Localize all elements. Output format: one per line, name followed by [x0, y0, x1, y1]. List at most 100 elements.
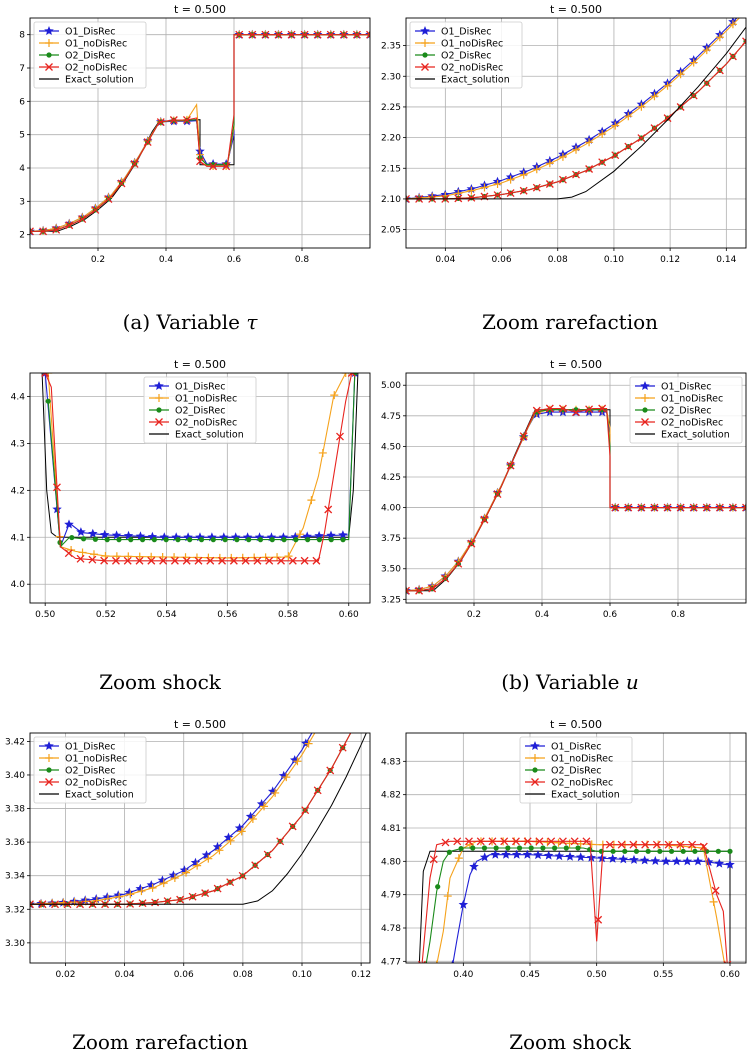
series-o2-nodisrec-marker [535, 837, 544, 846]
series-o1-disrec-marker [314, 530, 324, 540]
series-o1-disrec-marker [100, 529, 110, 539]
series-o1-disrec-marker [458, 899, 469, 909]
series-o2-nodisrec-marker [585, 165, 594, 173]
series-o1-disrec-marker [511, 849, 522, 859]
series-o1-nodisrec-marker [112, 552, 121, 561]
plot-frame [405, 372, 747, 604]
series-o1-disrec-line [452, 854, 730, 963]
y-tick-label: 2 [19, 231, 25, 241]
series-o1-disrec-marker [123, 530, 134, 540]
legend-marker [641, 394, 649, 402]
series-o2-nodisrec-marker [506, 461, 515, 470]
legend-label: O2_noDisRec [65, 778, 127, 789]
y-tick-label: 2.20 [381, 134, 401, 144]
series-o2-nodisrec-marker [248, 30, 257, 39]
series-o2-nodisrec-marker [182, 115, 191, 124]
x-tick-label: 0.14 [716, 255, 736, 265]
series-o2-disrec-marker [210, 537, 216, 543]
legend-marker [422, 52, 428, 58]
series-o2-disrec-marker [528, 845, 534, 851]
series-o1-nodisrec-marker [436, 960, 438, 963]
series-o1-disrec-marker [195, 532, 205, 542]
series-o2-nodisrec-marker [406, 586, 410, 595]
y-tick-label: 2.35 [381, 42, 401, 52]
series-o2-nodisrec-marker [194, 556, 203, 565]
series-o2-nodisrec-marker [594, 915, 603, 924]
x-tick-label: 0.10 [604, 255, 624, 265]
series-o1-nodisrec-marker [480, 183, 489, 192]
series-o2-disrec-marker [493, 845, 499, 851]
x-tick-label: 0.45 [520, 970, 540, 980]
series-o2-nodisrec-marker [728, 503, 737, 512]
x-tick-label: 0.4 [159, 255, 174, 265]
series-o1-nodisrec-marker [624, 112, 633, 121]
legend-label: Exact_solution [65, 790, 134, 801]
series-o2-nodisrec-marker [41, 373, 50, 377]
series-o1-disrec-marker [501, 849, 511, 859]
series-o2-disrec-marker [470, 845, 476, 851]
series-o2-nodisrec-marker [209, 162, 218, 171]
series-o2-nodisrec-marker [222, 162, 231, 171]
series-o2-disrec-marker [222, 537, 228, 543]
y-tick-label: 3.25 [381, 595, 401, 605]
series-o2-nodisrec-marker [519, 432, 528, 441]
series-o1-disrec-marker [693, 856, 703, 866]
caption-zoom-shock-2: Zoom shock [509, 1030, 631, 1054]
x-tick-label: 0.8 [671, 610, 686, 620]
series-o2-nodisrec-marker [624, 142, 633, 151]
series-o2-disrec-marker [481, 845, 488, 851]
series-o1-nodisrec-marker [182, 868, 191, 877]
series-o2-nodisrec-marker [156, 118, 165, 127]
series-o1-disrec-marker [179, 865, 190, 875]
series-o1-nodisrec-marker [92, 896, 101, 905]
x-tick-label: 0.55 [653, 970, 673, 980]
y-tick-label: 2.10 [381, 195, 401, 205]
series-o1-nodisrec-marker [689, 58, 698, 67]
series-o2-disrec-marker [715, 848, 721, 854]
y-tick-label: 4.4 [11, 392, 26, 402]
series-o2-nodisrec-marker [545, 404, 554, 413]
series-o2-disrec-marker [104, 537, 110, 543]
series-o2-disrec-marker [293, 537, 299, 543]
legend-label: Exact_solution [175, 430, 244, 441]
y-tick-label: 3.36 [5, 838, 25, 848]
series-o1-nodisrec-marker [284, 552, 293, 561]
y-tick-label: 7 [19, 64, 25, 74]
legend-box [409, 21, 523, 89]
series-o1-nodisrec-marker [137, 887, 146, 896]
x-tick-label: 0.08 [548, 255, 568, 265]
legend-label: O1_DisRec [65, 27, 115, 38]
series-o1-disrec-marker [490, 849, 501, 859]
series-o2-nodisrec-marker [441, 574, 450, 583]
series-o1-nodisrec-marker [261, 553, 270, 562]
series-o2-nodisrec-marker [300, 556, 309, 565]
series-o1-disrec-marker [522, 849, 533, 859]
legend-box [629, 376, 743, 444]
x-tick-label: 0.6 [227, 255, 242, 265]
series-o1-disrec-marker [671, 856, 682, 866]
series-o2-nodisrec-marker [415, 586, 424, 595]
series-o1-nodisrec-marker [676, 70, 685, 79]
series-o1-disrec-marker [741, 4, 751, 13]
series-o2-nodisrec-marker [130, 159, 139, 168]
legend-marker [155, 394, 163, 402]
series-o2-nodisrec-marker [663, 503, 672, 512]
chart-tau-zoom-shock: t = 0.500 0.50 0.52 0.54 0.56 0.58 0.60 4.0 4.1 4… [11, 358, 371, 620]
series-o1-nodisrec-marker [318, 448, 327, 457]
x-tick-label: 0.12 [351, 970, 371, 980]
series-o2-nodisrec-marker [558, 404, 567, 413]
series-o1-disrec-marker [76, 527, 86, 537]
caption-zoom-shock-1: Zoom shock [99, 670, 221, 694]
legend-marker [421, 63, 429, 71]
legend-marker [530, 741, 540, 750]
legend-label: Exact_solution [551, 790, 620, 801]
series-o2-nodisrec-line [44, 373, 353, 562]
series-o1-disrec-marker [543, 850, 554, 860]
y-tick-label: 4.83 [381, 757, 401, 767]
series-o2-disrec-marker [610, 848, 616, 854]
series-o1-nodisrec-marker [650, 92, 659, 101]
series-o1-disrec-marker [88, 528, 98, 538]
series-o1-disrec-marker [565, 851, 575, 861]
series-o2-nodisrec-marker [441, 838, 450, 847]
legend-marker [640, 381, 650, 390]
